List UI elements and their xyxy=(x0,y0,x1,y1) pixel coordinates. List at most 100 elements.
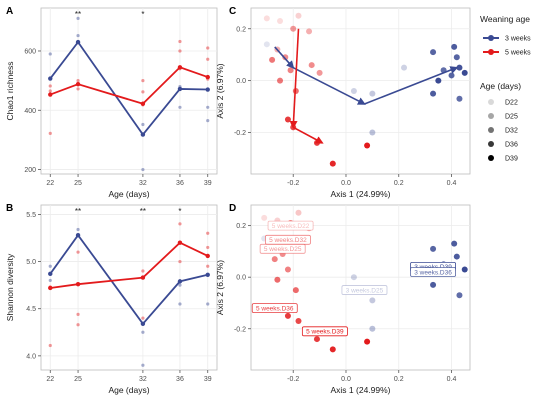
legend-key-point xyxy=(488,127,494,133)
x-tick-label: 0.2 xyxy=(394,180,404,187)
series-mean-point xyxy=(75,39,81,45)
trajectory-arrow xyxy=(364,66,459,105)
data-point xyxy=(206,302,210,306)
data-point xyxy=(141,167,145,172)
data-point xyxy=(206,105,210,109)
data-point xyxy=(292,287,299,294)
panel-frame-a xyxy=(40,7,218,175)
x-tick-label: 32 xyxy=(139,376,147,383)
data-point xyxy=(453,253,460,260)
data-point xyxy=(290,25,297,32)
legend-label-age: D39 xyxy=(505,156,518,163)
x-tick-label: 0.4 xyxy=(447,376,457,383)
panel-frame-b xyxy=(40,204,218,371)
label-box xyxy=(410,267,456,277)
data-point xyxy=(206,245,210,250)
series-mean-point xyxy=(177,86,183,92)
label-box xyxy=(301,326,348,337)
x-tick-label: 0.4 xyxy=(447,180,457,187)
y-axis-title: Shannon diversity xyxy=(5,253,15,321)
data-point xyxy=(48,84,52,88)
series-mean-point xyxy=(205,253,210,259)
legend: Weaning age 3 weeks 5 weeks Age (days) D22 D2… xyxy=(480,14,531,163)
data-point xyxy=(282,54,289,61)
trajectory-arrow xyxy=(292,126,324,144)
data-point xyxy=(76,79,80,83)
label-box xyxy=(267,220,314,231)
data-point xyxy=(453,54,460,61)
label-box xyxy=(259,243,306,254)
legend-label-age: D32 xyxy=(505,128,518,135)
data-point xyxy=(329,160,336,167)
data-point xyxy=(435,77,442,84)
legend-label-age: D36 xyxy=(505,142,518,149)
series-mean-point xyxy=(75,282,81,287)
significance-marker: ** xyxy=(75,207,81,216)
series-mean-point xyxy=(177,279,183,284)
x-axis-title: Age (days) xyxy=(108,385,149,395)
label-box xyxy=(341,285,388,295)
point-label: 5 weeks.D36 xyxy=(251,303,298,314)
panel-b: 22 25 32 36 39 4.0 4.5 5.0 5.5 Age (days) Shannon … xyxy=(5,203,218,395)
series-mean-point xyxy=(48,92,53,97)
data-point xyxy=(141,316,145,320)
data-point xyxy=(76,250,80,254)
panel-letter-a: A xyxy=(6,6,13,17)
data-point xyxy=(141,79,145,83)
y-tick-label: 5.5 xyxy=(26,212,36,219)
y-tick-label: 200 xyxy=(24,167,36,174)
legend-label-weaning: 5 weeks xyxy=(505,50,531,57)
series-mean-point xyxy=(205,74,210,80)
data-point xyxy=(76,227,80,232)
label-box xyxy=(251,303,298,314)
x-axis-title: Age (days) xyxy=(108,189,149,199)
series-mean-point xyxy=(140,132,146,137)
data-point xyxy=(295,12,302,19)
data-point xyxy=(178,49,182,53)
data-point xyxy=(401,64,408,71)
x-tick-label: 25 xyxy=(74,180,82,187)
data-point xyxy=(76,312,80,316)
x-tick-label: 0.0 xyxy=(341,376,351,383)
legend-label-age: D22 xyxy=(505,100,518,107)
label-text: 5 weeks.D22 xyxy=(272,223,310,230)
x-tick-label: 39 xyxy=(204,376,212,383)
data-point xyxy=(48,264,52,268)
label-text: 5 weeks.D25 xyxy=(264,246,302,253)
trajectory-arrow xyxy=(274,46,295,69)
y-tick-label: 5.0 xyxy=(26,259,36,266)
y-tick-label: 600 xyxy=(24,48,36,55)
data-point xyxy=(369,90,376,97)
point-label: 5 weeks.D25 xyxy=(259,243,306,254)
data-point xyxy=(461,266,468,273)
trajectory-arrow xyxy=(289,28,300,129)
data-point xyxy=(284,312,291,319)
data-point xyxy=(76,33,80,38)
x-tick-label: 36 xyxy=(176,376,184,383)
y-tick-label: 400 xyxy=(24,108,36,115)
data-point xyxy=(141,269,145,273)
data-point xyxy=(48,89,52,93)
data-point xyxy=(141,330,145,334)
y-tick-label: -0.2 xyxy=(234,326,246,333)
data-point xyxy=(448,72,455,79)
y-tick-label: 0.2 xyxy=(236,26,246,33)
data-point xyxy=(261,214,268,221)
legend-title-weaning: Weaning age xyxy=(480,14,530,24)
data-point xyxy=(277,77,284,84)
data-point xyxy=(284,266,291,273)
data-point xyxy=(206,119,210,123)
data-point xyxy=(206,231,210,235)
data-point xyxy=(369,129,376,136)
y-tick-label: 4.5 xyxy=(26,306,36,313)
legend-key-point xyxy=(488,99,494,105)
legend-key-point xyxy=(488,141,494,147)
series-mean-point xyxy=(140,275,146,280)
x-tick-label: 36 xyxy=(176,180,184,187)
data-point xyxy=(48,343,52,348)
data-point xyxy=(178,283,182,287)
legend-key-point xyxy=(488,49,494,55)
series-mean-point xyxy=(205,87,210,92)
y-tick-label: 0.2 xyxy=(236,223,246,230)
